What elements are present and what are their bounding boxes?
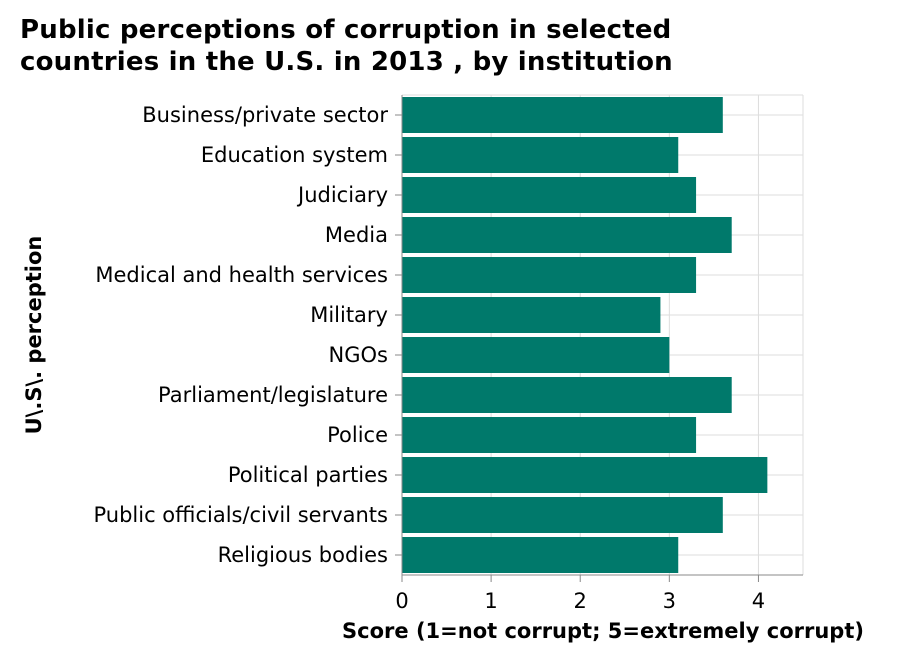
- y-tick-label: NGOs: [329, 343, 388, 367]
- bar: [402, 177, 697, 213]
- bar: [402, 497, 723, 533]
- y-tick-label: Religious bodies: [218, 543, 388, 567]
- y-tick-label: Media: [325, 223, 388, 247]
- bar: [402, 417, 697, 453]
- y-tick-label: Judiciary: [296, 183, 388, 207]
- bar: [402, 457, 768, 493]
- chart-title-line-1: Public perceptions of corruption in sele…: [20, 15, 672, 45]
- x-tick-label: 1: [484, 589, 497, 613]
- y-axis-title: U\.S\. perception: [22, 236, 46, 435]
- chart-title: Public perceptions of corruption in sele…: [20, 14, 910, 78]
- x-tick-label: 4: [752, 589, 765, 613]
- bars: [402, 97, 768, 573]
- y-tick-label: Education system: [201, 143, 388, 167]
- chart-title-line-2: countries in the U.S. in 2013 , by insti…: [20, 47, 673, 77]
- bar: [402, 217, 732, 253]
- bar: [402, 377, 732, 413]
- bar: [402, 137, 679, 173]
- bar: [402, 257, 697, 293]
- x-tick-label: 3: [663, 589, 676, 613]
- y-tick-label: Police: [327, 423, 388, 447]
- x-axis-title: Score (1=not corrupt; 5=extremely corrup…: [342, 619, 864, 643]
- y-tick-label: Political parties: [228, 463, 388, 487]
- x-tick-label: 2: [574, 589, 587, 613]
- axes: Business/private sector Education system J…: [93, 95, 803, 613]
- y-tick-label: Business/private sector: [142, 103, 388, 127]
- bar: [402, 537, 679, 573]
- y-tick-label: Medical and health services: [95, 263, 388, 287]
- y-tick-label: Parliament/legislature: [158, 383, 388, 407]
- y-tick-label: Military: [310, 303, 388, 327]
- x-tick-label: 0: [395, 589, 408, 613]
- bar: [402, 97, 723, 133]
- bar: [402, 337, 670, 373]
- bar: [402, 297, 661, 333]
- y-tick-label: Public officials/civil servants: [93, 503, 388, 527]
